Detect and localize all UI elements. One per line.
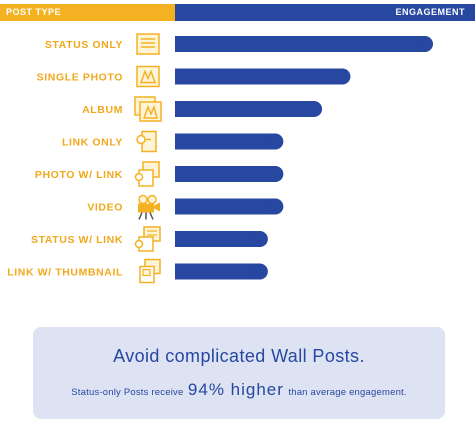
bar-5	[175, 198, 276, 215]
bar-1	[175, 68, 343, 85]
bar-2	[175, 101, 315, 117]
video-camera-icon	[138, 194, 160, 220]
bar-7	[175, 263, 260, 280]
single-photo-icon	[136, 65, 160, 88]
callout-subtitle: Status-only Posts receive 94% higher tha…	[33, 380, 445, 400]
bar-cap-0	[417, 36, 433, 52]
category-label: SINGLE PHOTO	[37, 72, 123, 84]
album-icon	[134, 96, 162, 122]
bar-cap-6	[251, 231, 268, 247]
category-label: STATUS W/ LINK	[31, 234, 123, 246]
photo-link-icon	[134, 161, 160, 187]
bar-0	[175, 36, 425, 52]
link-thumbnail-icon	[139, 258, 161, 284]
callout-title: Avoid complicated Wall Posts.	[113, 346, 365, 366]
engagement-header: ENGAGEMENT	[175, 4, 475, 21]
category-label: LINK ONLY	[62, 137, 123, 149]
bar-cap-1	[334, 68, 351, 85]
category-label: VIDEO	[87, 202, 123, 214]
post-type-label: POST TYPE	[6, 7, 62, 17]
bar-3	[175, 133, 276, 150]
callout-prefix: Status-only Posts receive	[71, 387, 184, 398]
engagement-label: ENGAGEMENT	[395, 7, 465, 17]
bar-4	[175, 166, 276, 182]
bar-cap-3	[267, 133, 284, 150]
category-label: STATUS ONLY	[45, 39, 123, 51]
callout-box: Avoid complicated Wall Posts. Status-onl…	[33, 327, 445, 419]
category-label: ALBUM	[82, 104, 123, 116]
status-icon	[136, 33, 160, 55]
callout-suffix: than average engagement.	[288, 387, 407, 398]
chart-header: POST TYPE ENGAGEMENT	[0, 4, 475, 21]
bar-cap-7	[251, 263, 268, 280]
category-label: LINK W/ THUMBNAIL	[7, 267, 123, 279]
category-label: PHOTO W/ LINK	[35, 169, 123, 181]
status-link-icon	[134, 226, 161, 252]
bar-cap-4	[267, 166, 284, 182]
bar-cap-2	[306, 101, 323, 117]
bar-6	[175, 231, 260, 247]
link-icon	[136, 130, 157, 153]
post-type-header: POST TYPE	[0, 4, 175, 21]
engagement-bar-chart: STATUS ONLY SINGLE PHOTO ALBUM LINK ONLY PHO…	[7, 33, 433, 284]
callout-highlight: 94% higher	[187, 380, 284, 399]
bar-cap-5	[267, 198, 284, 215]
